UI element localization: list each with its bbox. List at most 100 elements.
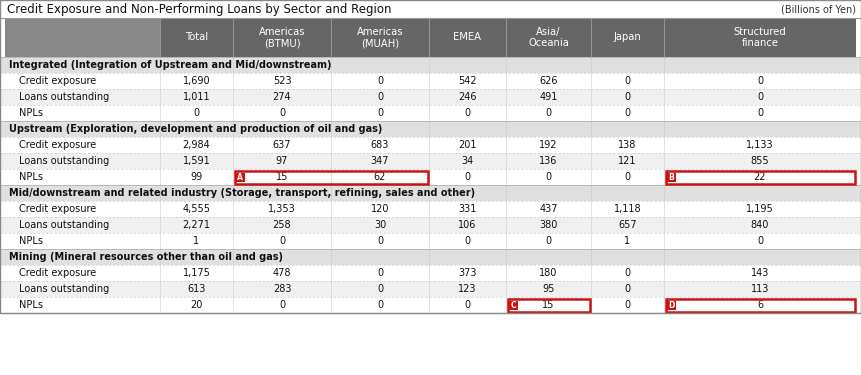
Text: Americas
(MUAH): Americas (MUAH) xyxy=(356,27,403,48)
Bar xyxy=(0,249,861,265)
Text: 0: 0 xyxy=(545,172,552,182)
Text: Japan: Japan xyxy=(614,33,641,42)
Text: 1,591: 1,591 xyxy=(183,156,210,166)
Bar xyxy=(506,18,591,57)
Bar xyxy=(0,201,861,217)
Text: 373: 373 xyxy=(458,268,477,278)
Text: 0: 0 xyxy=(377,108,383,118)
Bar xyxy=(509,300,517,309)
Text: 0: 0 xyxy=(377,300,383,310)
Text: Loans outstanding: Loans outstanding xyxy=(19,92,109,102)
Text: Loans outstanding: Loans outstanding xyxy=(19,284,109,294)
Bar xyxy=(591,18,664,57)
Text: B: B xyxy=(668,172,674,182)
Text: 1,133: 1,133 xyxy=(746,140,774,150)
Text: Credit exposure: Credit exposure xyxy=(19,76,96,86)
Text: 0: 0 xyxy=(279,108,285,118)
Bar xyxy=(0,185,861,201)
Bar xyxy=(331,18,429,57)
Text: 1: 1 xyxy=(194,236,200,246)
Text: Mid/downstream and related industry (Storage, transport, refining, sales and oth: Mid/downstream and related industry (Sto… xyxy=(9,188,475,198)
Text: 123: 123 xyxy=(458,284,477,294)
Text: 2,271: 2,271 xyxy=(183,220,210,230)
Text: 0: 0 xyxy=(624,268,630,278)
Text: Credit exposure: Credit exposure xyxy=(19,204,96,214)
Bar xyxy=(0,233,861,249)
Bar xyxy=(0,217,861,233)
Text: 1,195: 1,195 xyxy=(746,204,774,214)
Text: 22: 22 xyxy=(753,172,766,182)
Text: NPLs: NPLs xyxy=(19,236,43,246)
Text: EMEA: EMEA xyxy=(454,33,481,42)
Text: 542: 542 xyxy=(458,76,477,86)
Text: 121: 121 xyxy=(618,156,637,166)
Bar xyxy=(236,172,245,182)
Text: 613: 613 xyxy=(188,284,206,294)
Text: 136: 136 xyxy=(539,156,558,166)
Text: 1,175: 1,175 xyxy=(183,268,210,278)
Text: Asia/
Oceania: Asia/ Oceania xyxy=(528,27,569,48)
Bar xyxy=(0,121,861,137)
Bar xyxy=(0,265,861,281)
Text: 437: 437 xyxy=(539,204,558,214)
Text: 120: 120 xyxy=(371,204,389,214)
Text: 97: 97 xyxy=(276,156,288,166)
Text: 0: 0 xyxy=(624,76,630,86)
Text: 0: 0 xyxy=(757,92,763,102)
Text: 0: 0 xyxy=(624,92,630,102)
Text: 0: 0 xyxy=(194,108,200,118)
Text: Credit exposure: Credit exposure xyxy=(19,140,96,150)
Text: 180: 180 xyxy=(539,268,558,278)
Text: 0: 0 xyxy=(624,284,630,294)
Text: 331: 331 xyxy=(458,204,477,214)
Text: 2,984: 2,984 xyxy=(183,140,210,150)
Text: 258: 258 xyxy=(273,220,291,230)
Text: 15: 15 xyxy=(276,172,288,182)
Bar xyxy=(666,172,676,182)
Text: 523: 523 xyxy=(273,76,291,86)
Text: Americas
(BTMU): Americas (BTMU) xyxy=(259,27,306,48)
Bar xyxy=(233,18,331,57)
Text: 0: 0 xyxy=(377,268,383,278)
Bar xyxy=(0,297,861,313)
Text: 0: 0 xyxy=(279,300,285,310)
Text: D: D xyxy=(668,300,674,309)
Text: 1: 1 xyxy=(624,236,630,246)
Text: Credit exposure: Credit exposure xyxy=(19,268,96,278)
Bar xyxy=(666,300,676,309)
Text: 30: 30 xyxy=(374,220,386,230)
Text: 283: 283 xyxy=(273,284,291,294)
Bar xyxy=(429,18,506,57)
Text: 113: 113 xyxy=(751,284,769,294)
Bar xyxy=(664,18,856,57)
Text: 1,353: 1,353 xyxy=(268,204,296,214)
Text: 0: 0 xyxy=(377,236,383,246)
Text: Loans outstanding: Loans outstanding xyxy=(19,220,109,230)
Bar xyxy=(666,298,854,312)
Text: Credit Exposure and Non-Performing Loans by Sector and Region: Credit Exposure and Non-Performing Loans… xyxy=(7,3,392,15)
Text: 0: 0 xyxy=(464,236,471,246)
Text: 380: 380 xyxy=(539,220,558,230)
Text: 0: 0 xyxy=(464,172,471,182)
Text: 637: 637 xyxy=(273,140,291,150)
Text: 0: 0 xyxy=(757,236,763,246)
Text: 0: 0 xyxy=(545,108,552,118)
Text: Integrated (Integration of Upstream and Mid/downstream): Integrated (Integration of Upstream and … xyxy=(9,60,331,70)
Text: NPLs: NPLs xyxy=(19,300,43,310)
Text: 0: 0 xyxy=(377,76,383,86)
Text: 683: 683 xyxy=(371,140,389,150)
Text: 246: 246 xyxy=(458,92,477,102)
Bar xyxy=(0,169,861,185)
Text: 0: 0 xyxy=(624,172,630,182)
Text: 34: 34 xyxy=(461,156,474,166)
Text: 0: 0 xyxy=(377,284,383,294)
Text: 0: 0 xyxy=(624,108,630,118)
Text: 6: 6 xyxy=(757,300,763,310)
Text: (Billions of Yen): (Billions of Yen) xyxy=(781,4,856,14)
Text: 347: 347 xyxy=(371,156,389,166)
Text: 0: 0 xyxy=(279,236,285,246)
Text: 62: 62 xyxy=(374,172,387,182)
Text: A: A xyxy=(237,172,243,182)
Text: Mining (Mineral resources other than oil and gas): Mining (Mineral resources other than oil… xyxy=(9,252,283,262)
Text: 0: 0 xyxy=(545,236,552,246)
